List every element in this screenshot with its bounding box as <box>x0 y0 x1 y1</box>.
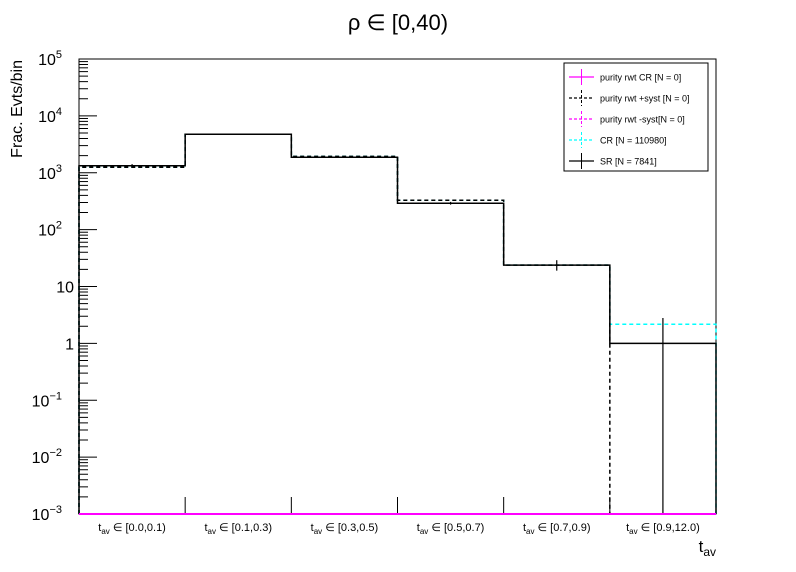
x-tick-label: tav ∈ [0.3,0.5) <box>311 522 379 536</box>
y-axis-label: Frac. Evts/bin <box>9 60 26 158</box>
x-tick-label: tav ∈ [0.7,0.9) <box>523 522 591 536</box>
legend-entry: CR [N = 110980] <box>600 136 667 146</box>
legend: purity rwt CR [N = 0] purity rwt +syst [N… <box>563 62 709 172</box>
y-tick-label: 104 <box>38 106 62 126</box>
series-4 <box>78 133 717 514</box>
histogram-line <box>78 133 611 514</box>
y-tick-label: 103 <box>38 163 62 183</box>
legend-entry: purity rwt -syst[N = 0] <box>600 115 685 125</box>
series-1 <box>78 133 611 514</box>
chart-title: ρ ∈ [0,40) <box>348 10 448 35</box>
legend-entry: purity rwt CR [N = 0] <box>600 73 681 83</box>
legend-box <box>563 62 709 172</box>
x-tick-label: tav ∈ [0.0,0.1) <box>98 522 166 536</box>
histogram-line <box>78 133 717 514</box>
legend-entry: SR [N = 7841] <box>600 157 657 167</box>
x-tick-label: tav ∈ [0.1,0.3) <box>204 522 272 536</box>
x-tick-label: tav ∈ [0.9,12.0) <box>626 522 700 536</box>
y-tick-label: 10−1 <box>32 390 62 410</box>
y-tick-label: 10−3 <box>32 504 62 524</box>
y-tick-label: 10 <box>56 280 74 297</box>
legend-entry: purity rwt +syst [N = 0] <box>600 94 690 104</box>
y-tick-label: 102 <box>38 220 62 240</box>
y-tick-label: 105 <box>38 49 62 69</box>
y-tick-label: 10−2 <box>32 447 62 467</box>
x-tick-label: tav ∈ [0.5,0.7) <box>417 522 485 536</box>
x-axis-label: tav <box>699 537 716 559</box>
y-tick-label: 1 <box>65 336 74 353</box>
